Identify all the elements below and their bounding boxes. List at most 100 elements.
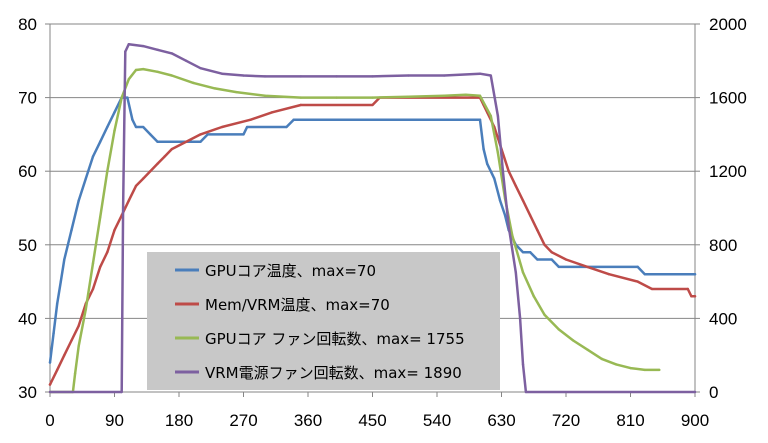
- series-2-point-11: [134, 68, 138, 72]
- series-0-point-30: [498, 199, 502, 202]
- series-0-point-37: [536, 258, 539, 261]
- series-2-point-24: [464, 93, 467, 97]
- series-2-point-21: [371, 96, 374, 99]
- series-2-point-36: [600, 357, 604, 361]
- series-0-point-16: [141, 125, 145, 129]
- series-3-point-27: [693, 390, 697, 394]
- series-0-point-25: [292, 118, 295, 121]
- series-0-point-8: [91, 155, 95, 158]
- series-0-point-19: [192, 140, 195, 143]
- series-1-point-19: [199, 133, 202, 136]
- series-1-point-0: [48, 383, 52, 386]
- series-2-point-16: [213, 87, 217, 90]
- series-0-point-24: [285, 125, 288, 129]
- series-3-point-6: [156, 48, 159, 51]
- series-1-point-43: [686, 287, 690, 291]
- series-0-point-31: [503, 214, 507, 217]
- series-0-point-27: [482, 147, 485, 151]
- series-1-point-22: [270, 111, 274, 114]
- legend-box: [147, 252, 500, 390]
- series-1-point-31: [507, 170, 510, 173]
- x-tick-label-5: 450: [358, 411, 386, 430]
- series-3-point-2: [121, 206, 125, 210]
- series-line-3: [48, 42, 697, 394]
- series-0-point-22: [242, 133, 245, 136]
- legend-label-1: Mem/VRM温度、max=70: [205, 296, 390, 314]
- tick-labels: 0 90 180 270 360 450 540 630 720 810 900 30 40 50 60 70…: [18, 15, 747, 430]
- series-3-point-4: [127, 43, 131, 46]
- series-0-point-14: [131, 118, 134, 121]
- series-0-point-23: [245, 125, 249, 129]
- series-0-point-17: [149, 133, 152, 136]
- series-2-point-15: [192, 81, 195, 85]
- series-2-point-2: [73, 372, 77, 375]
- series-2-point-40: [657, 368, 661, 372]
- series-2-point-26: [489, 114, 492, 118]
- series-2-point-8: [113, 129, 116, 132]
- series-3-point-20: [496, 114, 500, 118]
- series-0-point-15: [134, 125, 138, 129]
- y-right-tick-label-0: 0: [709, 383, 718, 402]
- series-1-point-41: [636, 280, 639, 283]
- series-1-point-24: [371, 103, 374, 107]
- series-1-point-37: [550, 250, 553, 254]
- series-1-point-20: [220, 125, 224, 129]
- y-right-tick-label-3: 1200: [709, 162, 747, 181]
- series-line-1: [48, 96, 697, 386]
- series-1-point-9: [113, 228, 116, 232]
- series-2-point-25: [478, 94, 482, 97]
- series-3-point-10: [220, 72, 224, 75]
- series-1-point-36: [543, 243, 546, 246]
- series-1-point-23: [299, 103, 303, 107]
- series-1-point-45: [693, 295, 697, 298]
- series-2-point-14: [170, 74, 174, 77]
- x-tick-label-10: 900: [681, 411, 709, 430]
- series-0-point-11: [113, 111, 116, 114]
- series-1-point-4: [77, 324, 80, 327]
- series-3-point-13: [299, 75, 303, 78]
- series-1-point-16: [163, 155, 166, 158]
- series-2-point-20: [335, 96, 338, 99]
- y-left-tick-label-0: 30: [18, 383, 37, 402]
- x-tick-label-9: 810: [616, 411, 644, 430]
- series-1-point-39: [586, 265, 589, 269]
- series-2-point-18: [263, 94, 267, 97]
- series-1-point-18: [184, 140, 188, 143]
- x-tick-label-3: 270: [229, 411, 257, 430]
- series-2-point-10: [127, 78, 131, 81]
- series-0-point-1: [52, 331, 55, 335]
- x-tick-label-6: 540: [423, 411, 451, 430]
- series-3-point-7: [170, 52, 174, 55]
- series-1-point-32: [514, 184, 518, 188]
- series-3-point-16: [407, 74, 410, 77]
- x-tick-label-0: 0: [45, 411, 54, 430]
- series-0-point-0: [48, 361, 52, 364]
- series-2-point-12: [141, 67, 145, 71]
- series-2-point-9: [120, 96, 123, 99]
- series-2-point-30: [521, 271, 525, 274]
- series-2-point-17: [235, 90, 238, 94]
- series-0-point-4: [63, 258, 66, 261]
- series-2-point-5: [91, 262, 95, 265]
- series-3-point-14: [335, 75, 338, 78]
- legend: GPUコア温度、max=70 Mem/VRM温度、max=70 GPUコア ファン回…: [147, 252, 500, 390]
- x-tick-label-4: 360: [294, 411, 322, 430]
- y-right-tick-label-5: 2000: [709, 15, 747, 34]
- x-tick-label-7: 630: [487, 411, 515, 430]
- series-2-point-33: [557, 328, 561, 331]
- series-2-point-23: [442, 94, 446, 97]
- y-left-tick-label-5: 80: [18, 15, 37, 34]
- series-1-point-44: [690, 295, 693, 298]
- series-1-point-40: [607, 273, 611, 276]
- series-0-point-26: [478, 118, 482, 121]
- series-3-point-12: [263, 75, 267, 78]
- y-right-tick-label-1: 400: [709, 309, 737, 328]
- series-2-point-37: [614, 363, 618, 366]
- series-3-point-17: [442, 74, 446, 77]
- series-2-point-38: [629, 366, 632, 370]
- series-1-point-15: [156, 162, 159, 166]
- series-0-point-20: [199, 140, 202, 143]
- x-tick-label-1: 90: [105, 411, 124, 430]
- series-3-point-24: [518, 317, 522, 320]
- series-1-point-42: [650, 287, 654, 291]
